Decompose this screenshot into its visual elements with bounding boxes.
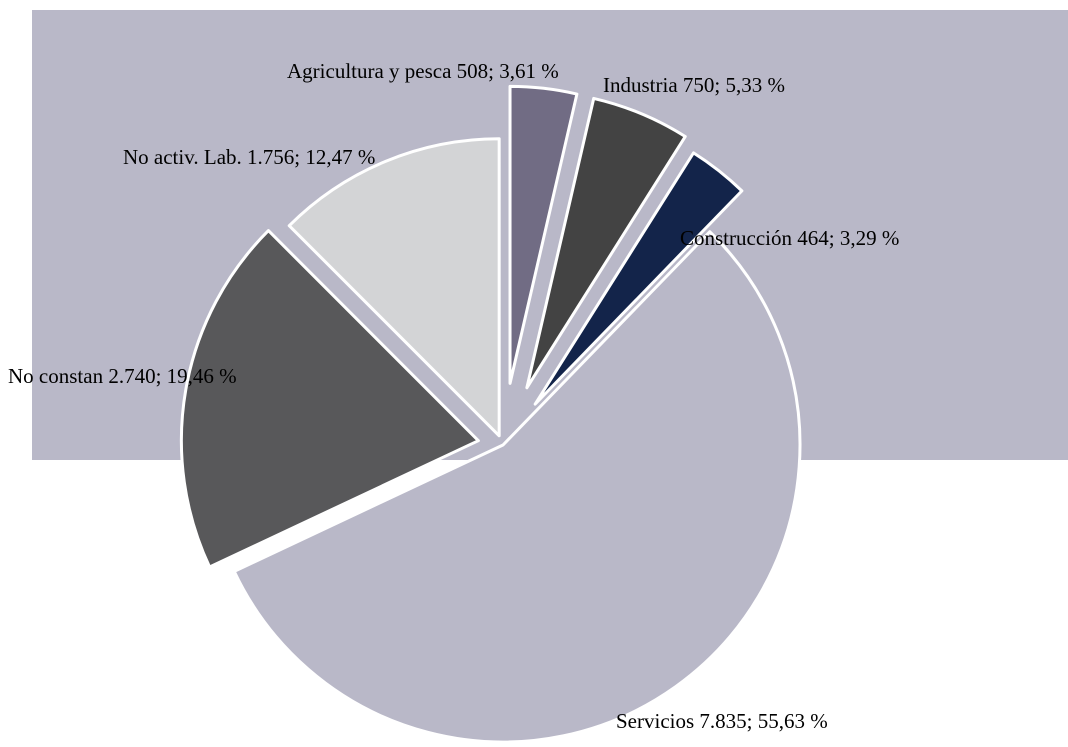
pie-slice-industria — [525, 96, 687, 390]
pie-slice-agricultura-y-pesca — [508, 84, 579, 385]
pie-slices — [179, 84, 802, 744]
pie-slice-no-activ-lab — [287, 137, 501, 438]
pie-slice-servicios — [232, 230, 802, 744]
data-label-industria: Industria 750; 5,33 % — [603, 73, 785, 97]
pie-slice-construccion — [533, 151, 744, 406]
pie-slice-no-constan — [179, 229, 480, 569]
data-label-servicios: Servicios 7.835; 55,63 % — [616, 709, 828, 733]
data-label-no-constan: No constan 2.740; 19,46 % — [8, 364, 237, 388]
data-label-agricultura-y-pesca: Agricultura y pesca 508; 3,61 % — [287, 59, 559, 83]
data-labels: Agricultura y pesca 508; 3,61 % Industria… — [8, 59, 899, 733]
data-label-construccion: Construcción 464; 3,29 % — [680, 226, 899, 250]
data-label-no-activ-lab: No activ. Lab. 1.756; 12,47 % — [123, 145, 375, 169]
